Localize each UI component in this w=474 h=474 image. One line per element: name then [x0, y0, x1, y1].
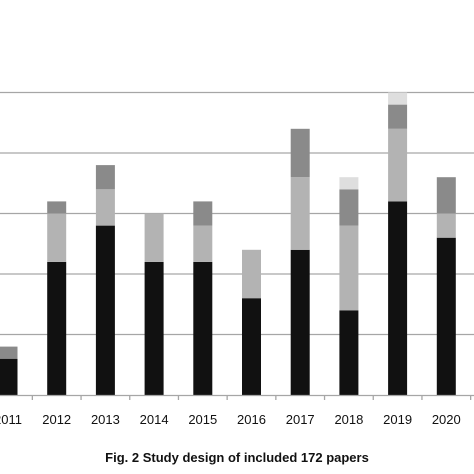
bar-segment-2018-2: [339, 225, 359, 311]
bar-segment-2019-1: [388, 201, 408, 395]
x-tick-label-2013: 2013: [91, 412, 120, 427]
bar-segment-2014-1: [144, 261, 164, 395]
bar-segment-2020-3: [436, 177, 456, 214]
x-tick-label-2015: 2015: [188, 412, 217, 427]
bar-segment-2017-3: [290, 128, 310, 178]
bar-segment-2015-1: [193, 261, 213, 395]
bar-segment-2013-3: [95, 165, 115, 190]
bar-segment-2018-1: [339, 310, 359, 395]
x-tick-label-2020: 2020: [432, 412, 461, 427]
bar-segment-2018-4: [339, 177, 359, 190]
bar-segment-2011-3: [0, 346, 18, 359]
bars: [0, 92, 456, 395]
bar-segment-2013-1: [95, 225, 115, 395]
x-tick-label-2018: 2018: [334, 412, 363, 427]
figure-caption: Fig. 2 Study design of included 172 pape…: [105, 450, 369, 465]
x-tick-labels: 2011 2012 2013 2014 2015 2016 2017 2018 2019 2020: [0, 412, 461, 427]
bar-segment-2020-2: [436, 213, 456, 238]
bar-segment-2018-3: [339, 189, 359, 226]
x-tick-label-2012: 2012: [42, 412, 71, 427]
x-tick-label-2014: 2014: [140, 412, 169, 427]
bar-segment-2012-3: [47, 201, 67, 214]
bar-segment-2019-3: [388, 104, 408, 129]
x-axis: [0, 394, 474, 400]
bar-segment-2015-3: [193, 201, 213, 226]
x-tick-label-2019: 2019: [383, 412, 412, 427]
bar-segment-2012-2: [47, 213, 67, 262]
bar-segment-2012-1: [47, 261, 67, 395]
bar-segment-2016-2: [242, 249, 261, 299]
bar-segment-2017-2: [290, 177, 310, 250]
bar-segment-2016-1: [242, 298, 261, 395]
bar-segment-2011-1: [0, 358, 18, 395]
bar-segment-2020-1: [436, 237, 456, 395]
bar-segment-2014-2: [144, 213, 164, 262]
x-tick-label-2011: 2011: [0, 412, 22, 427]
x-tick-label-2017: 2017: [286, 412, 315, 427]
bar-segment-2015-2: [193, 225, 213, 262]
bar-segment-2019-2: [388, 128, 408, 202]
bar-segment-2017-1: [290, 249, 310, 395]
bar-segment-2013-2: [95, 189, 115, 226]
bar-segment-2019-4: [388, 92, 408, 105]
x-tick-label-2016: 2016: [237, 412, 266, 427]
